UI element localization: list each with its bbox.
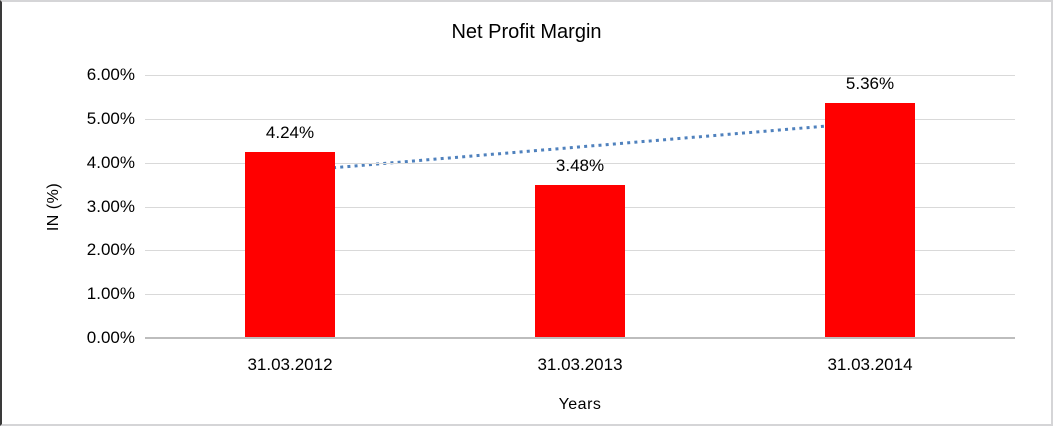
x-tick-label: 31.03.2013 xyxy=(537,355,623,374)
bar xyxy=(825,103,915,337)
y-tick-label: 3.00% xyxy=(86,196,135,216)
y-tick-label: 0.00% xyxy=(86,328,135,347)
chart-title: Net Profit Margin xyxy=(451,21,602,43)
bar-value-label: 3.48% xyxy=(555,156,605,176)
y-tick-label: 2.00% xyxy=(86,240,135,260)
y-tick-label: 4.00% xyxy=(86,152,135,172)
bar-value-label: 4.24% xyxy=(265,123,315,143)
trendline xyxy=(289,120,871,173)
bar xyxy=(535,185,625,337)
bar-value-label: 5.36% xyxy=(845,74,895,94)
x-axis-title: Years xyxy=(558,396,602,413)
x-axis-line xyxy=(145,337,1015,339)
x-tick-label: 31.03.2012 xyxy=(247,355,333,374)
x-tick-label: 31.03.2014 xyxy=(827,355,913,374)
gridline xyxy=(145,75,1015,76)
y-tick-label: 1.00% xyxy=(86,284,135,304)
bar xyxy=(245,152,335,337)
y-tick-label: 5.00% xyxy=(86,108,135,128)
gridline xyxy=(145,118,1015,120)
gridline xyxy=(145,162,1015,164)
y-tick-label: 6.00% xyxy=(86,65,135,84)
